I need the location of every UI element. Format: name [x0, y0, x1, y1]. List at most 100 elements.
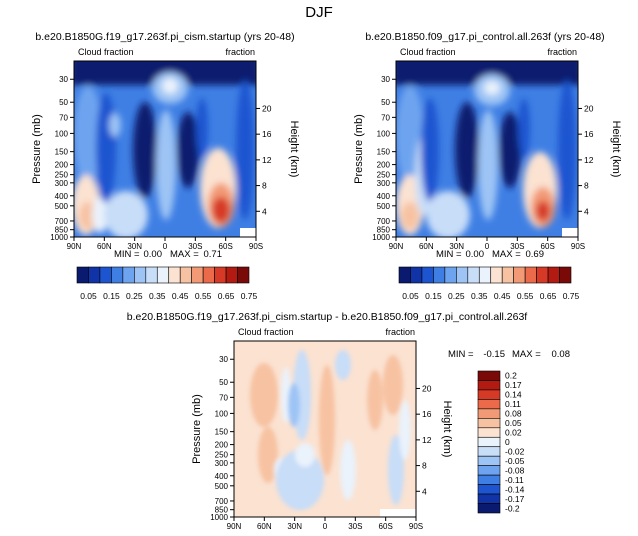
colorbar-swatch [477, 389, 501, 400]
y-tick-label: 150 [215, 428, 229, 437]
colorbar-swatch [433, 266, 446, 284]
panel-1-max-value: 0.71 [204, 249, 223, 260]
y-tick-label: 30 [219, 355, 228, 364]
x-tick-label: 90S [409, 522, 423, 531]
colorbar-label: -0.05 [505, 456, 525, 466]
colorbar-label: 0.05 [80, 291, 97, 301]
colorbar-label: -0.14 [505, 484, 525, 494]
colorbar-label: -0.08 [505, 465, 525, 475]
colorbar-label: 0.55 [517, 291, 534, 301]
colorbar-label: 0.25 [448, 291, 465, 301]
y-tick-label: 100 [377, 129, 391, 138]
y-tick-label: 200 [215, 441, 229, 450]
colorbar-label: 0.08 [505, 409, 522, 419]
panel-2-field [396, 61, 578, 237]
y-tick-label: 500 [377, 202, 391, 211]
colorbar-swatch [421, 266, 434, 284]
x-tick-label: 0 [323, 522, 328, 531]
y-tick-label: 400 [55, 192, 69, 201]
x-tick-label: 60S [541, 242, 555, 251]
x-tick-label: 90N [389, 242, 404, 251]
x-tick-label: 30N [127, 242, 142, 251]
colorbar-label: 0.14 [505, 390, 522, 400]
panel-3-corner-right: fraction [385, 327, 415, 337]
panel-2-max-label: MAX = [492, 249, 521, 260]
panel-3-min-label: MIN = [448, 349, 474, 360]
height-tick-label: 8 [584, 181, 589, 191]
colorbar-label: 0.45 [172, 291, 189, 301]
colorbar-swatch [456, 266, 469, 284]
x-tick-label: 90N [67, 242, 82, 251]
panel-3-title: b.e20.B1850G.f19_g17.263f.pi_cism.startu… [127, 311, 528, 323]
colorbar-swatch [410, 266, 423, 284]
panel-3-x-ticks: 90N 60N 30N 0 30S 60S 90S [227, 517, 423, 531]
panel-2-x-ticks: 90N 60N 30N 0 30S 60S 90S [389, 237, 585, 251]
panel-1-x-ticks: 90N 60N 30N 0 30S 60S 90S [67, 237, 263, 251]
colorbar-swatch [477, 465, 501, 476]
colorbar-label: 0.65 [218, 291, 235, 301]
colorbar-swatch [76, 266, 89, 284]
height-tick-label: 20 [584, 103, 594, 113]
x-tick-label: 0 [163, 242, 168, 251]
colorbar-label: 0.11 [505, 399, 521, 409]
colorbar-swatch [477, 493, 501, 504]
y-tick-label: 1000 [50, 233, 68, 242]
y-tick-label: 400 [215, 472, 229, 481]
colorbar-label: -0.02 [505, 446, 525, 456]
y-tick-label: 50 [59, 98, 68, 107]
panel-1-height-ticks: 20 16 12 8 4 [256, 103, 272, 216]
colorbar-swatch [536, 266, 549, 284]
colorbar-label: 0.15 [425, 291, 442, 301]
colorbar-label: 0.55 [195, 291, 212, 301]
panel-3-y-label: Pressure (mb) [191, 394, 203, 464]
colorbar-label: -0.11 [505, 475, 524, 485]
colorbar-swatch [477, 436, 501, 448]
x-tick-label: 60N [419, 242, 434, 251]
colorbar-swatch [477, 474, 501, 485]
y-tick-label: 700 [215, 497, 229, 506]
colorbar-label: 0.02 [505, 428, 522, 438]
panel-2-min-label: MIN = [436, 249, 462, 260]
y-tick-label: 250 [215, 451, 229, 460]
y-tick-label: 250 [55, 171, 69, 180]
y-tick-label: 300 [377, 179, 391, 188]
y-tick-label: 850 [215, 506, 229, 515]
x-tick-label: 90S [249, 242, 263, 251]
x-tick-label: 90N [227, 522, 242, 531]
height-tick-label: 16 [422, 409, 432, 419]
colorbar-label: 0 [505, 437, 510, 447]
colorbar-label: -0.17 [505, 494, 525, 504]
colorbar-swatch [202, 266, 215, 284]
y-tick-label: 30 [59, 75, 68, 84]
colorbar-swatch [477, 455, 501, 466]
colorbar-swatch [547, 266, 560, 284]
colorbar-swatch [477, 484, 501, 495]
x-tick-label: 30S [188, 242, 202, 251]
height-tick-label: 4 [422, 486, 427, 496]
colorbar-swatch [490, 266, 503, 284]
y-tick-label: 500 [215, 482, 229, 491]
height-tick-label: 8 [422, 461, 427, 471]
colorbar-label: 0.05 [505, 418, 522, 428]
colorbar-swatch [168, 266, 181, 284]
height-tick-label: 16 [262, 129, 272, 139]
height-tick-label: 12 [262, 155, 272, 165]
colorbar-swatch [477, 399, 501, 410]
panel-1-max-label: MAX = [170, 249, 199, 260]
x-tick-label: 90S [571, 242, 585, 251]
colorbar-swatch [467, 266, 480, 284]
height-tick-label: 16 [584, 129, 594, 139]
panel-2-corner-left: Cloud fraction [400, 47, 456, 57]
y-tick-label: 850 [55, 226, 69, 235]
panel-3-height-label: Height (km) [441, 401, 453, 458]
y-tick-label: 250 [377, 171, 391, 180]
y-tick-label: 50 [219, 378, 228, 387]
y-tick-label: 70 [219, 393, 228, 402]
panel-1-title: b.e20.B1850G.f19_g17.263f.pi_cism.startu… [35, 31, 294, 43]
colorbar-label: 0.35 [471, 291, 488, 301]
y-tick-label: 300 [215, 459, 229, 468]
panel-2-corner-right: fraction [547, 47, 577, 57]
colorbar-swatch [477, 380, 501, 391]
